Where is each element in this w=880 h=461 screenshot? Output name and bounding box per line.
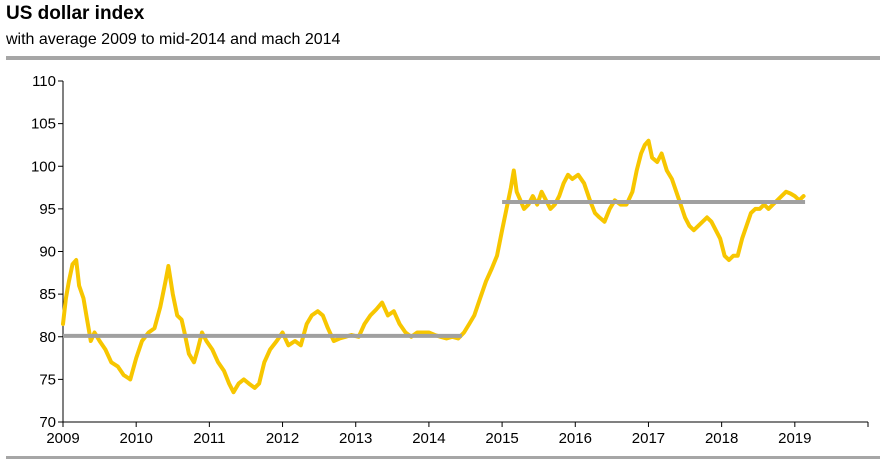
x-tick-label: 2018 bbox=[705, 430, 738, 447]
x-tick-label: 2009 bbox=[46, 430, 79, 447]
y-axis: 70 75 80 85 90 95 100 105 110 bbox=[31, 73, 64, 431]
y-tick-label: 85 bbox=[39, 286, 56, 303]
y-tick-label: 95 bbox=[39, 201, 56, 218]
bottom-divider bbox=[6, 456, 880, 459]
x-tick-label: 2015 bbox=[485, 430, 518, 447]
x-tick-label: 2012 bbox=[266, 430, 299, 447]
y-tick-label: 70 bbox=[39, 414, 56, 431]
x-tick-label: 2017 bbox=[632, 430, 665, 447]
chart-subtitle: with average 2009 to mid-2014 and mach 2… bbox=[6, 31, 341, 48]
y-tick-label: 110 bbox=[32, 73, 56, 90]
x-tick-label: 2011 bbox=[193, 430, 225, 447]
y-tick-label: 105 bbox=[31, 116, 56, 133]
x-tick-label: 2019 bbox=[778, 430, 811, 447]
x-tick-label: 2013 bbox=[339, 430, 372, 447]
series-line-usd-index bbox=[61, 138, 806, 395]
x-axis: 2009 2010 2011 2012 2013 2014 2015 2016 2017 2018… bbox=[46, 421, 869, 447]
x-tick-label: 2010 bbox=[119, 430, 152, 447]
y-tick-label: 75 bbox=[39, 371, 56, 388]
chart-title: US dollar index bbox=[6, 3, 145, 24]
y-tick-label: 80 bbox=[39, 329, 56, 346]
y-tick-label: 100 bbox=[31, 158, 56, 175]
y-tick-label: 90 bbox=[39, 244, 56, 261]
plot-area bbox=[61, 138, 806, 395]
x-tick-label: 2014 bbox=[412, 430, 445, 447]
top-divider bbox=[6, 56, 880, 60]
x-tick-label: 2016 bbox=[559, 430, 592, 447]
